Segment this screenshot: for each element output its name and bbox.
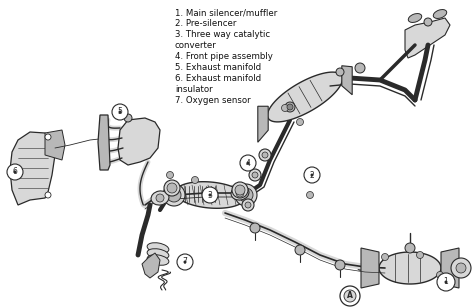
Ellipse shape: [231, 186, 249, 200]
Circle shape: [167, 188, 181, 202]
Circle shape: [310, 173, 313, 176]
Ellipse shape: [147, 255, 169, 265]
Text: 6. Exhaust manifold: 6. Exhaust manifold: [175, 74, 261, 83]
Ellipse shape: [147, 249, 169, 259]
Polygon shape: [267, 72, 343, 122]
Circle shape: [307, 192, 313, 198]
Circle shape: [382, 253, 389, 261]
Circle shape: [445, 281, 447, 283]
Circle shape: [235, 185, 245, 195]
Circle shape: [285, 102, 295, 112]
Polygon shape: [142, 253, 160, 278]
Text: 2. Pre-silencer: 2. Pre-silencer: [175, 19, 237, 28]
Polygon shape: [98, 115, 110, 170]
Circle shape: [249, 169, 261, 181]
Circle shape: [456, 263, 466, 273]
Circle shape: [45, 192, 51, 198]
Text: 6: 6: [13, 168, 18, 176]
Text: 1. Main silencer/muffler: 1. Main silencer/muffler: [175, 8, 277, 17]
Circle shape: [355, 63, 365, 73]
Polygon shape: [118, 118, 160, 165]
Circle shape: [344, 290, 356, 302]
Polygon shape: [361, 248, 379, 288]
Text: 3: 3: [208, 191, 212, 200]
Circle shape: [405, 243, 415, 253]
Circle shape: [245, 202, 251, 208]
Text: 4: 4: [246, 159, 250, 168]
Circle shape: [335, 260, 345, 270]
Circle shape: [417, 252, 423, 258]
Polygon shape: [405, 18, 450, 58]
Circle shape: [336, 68, 344, 76]
Circle shape: [236, 189, 244, 197]
Circle shape: [191, 176, 199, 184]
Circle shape: [118, 111, 121, 114]
Circle shape: [183, 261, 186, 264]
Polygon shape: [175, 182, 245, 208]
Circle shape: [167, 183, 177, 193]
Circle shape: [262, 152, 268, 158]
Text: 2: 2: [310, 171, 314, 180]
Circle shape: [45, 134, 51, 140]
Circle shape: [164, 180, 180, 196]
Circle shape: [340, 286, 360, 306]
Polygon shape: [258, 106, 268, 142]
Ellipse shape: [433, 10, 447, 18]
Circle shape: [163, 184, 185, 206]
Circle shape: [242, 199, 254, 211]
Circle shape: [304, 167, 320, 183]
Text: 4. Front pipe assembly: 4. Front pipe assembly: [175, 52, 273, 61]
Circle shape: [156, 194, 164, 202]
Polygon shape: [45, 130, 65, 160]
Circle shape: [259, 149, 271, 161]
Circle shape: [246, 161, 249, 164]
Circle shape: [112, 104, 128, 120]
Circle shape: [13, 171, 17, 173]
Circle shape: [166, 172, 173, 179]
Circle shape: [451, 258, 471, 278]
Circle shape: [297, 119, 303, 125]
Text: A: A: [347, 291, 353, 301]
Ellipse shape: [147, 243, 169, 253]
Ellipse shape: [408, 14, 422, 22]
Circle shape: [7, 164, 23, 180]
Text: 3. Three way catalytic: 3. Three way catalytic: [175, 30, 270, 39]
Text: insulator: insulator: [175, 85, 213, 94]
Circle shape: [287, 104, 293, 110]
Polygon shape: [342, 66, 352, 95]
Circle shape: [437, 271, 444, 278]
Text: 5: 5: [118, 107, 122, 116]
Circle shape: [232, 182, 248, 198]
Circle shape: [250, 223, 260, 233]
Circle shape: [239, 188, 253, 202]
Circle shape: [240, 155, 256, 171]
Text: 5. Exhaust manifold: 5. Exhaust manifold: [175, 63, 261, 72]
Circle shape: [202, 187, 218, 203]
Polygon shape: [10, 132, 55, 205]
Text: 7: 7: [182, 257, 187, 266]
Text: converter: converter: [175, 41, 217, 50]
Ellipse shape: [151, 191, 169, 205]
Circle shape: [424, 18, 432, 26]
Circle shape: [235, 184, 257, 206]
Text: 7. Oxygen sensor: 7. Oxygen sensor: [175, 96, 251, 105]
Text: 1: 1: [444, 278, 448, 286]
Polygon shape: [379, 252, 441, 284]
Circle shape: [124, 114, 132, 122]
Circle shape: [282, 104, 289, 111]
Circle shape: [252, 172, 258, 178]
Circle shape: [177, 254, 193, 270]
Circle shape: [295, 245, 305, 255]
Circle shape: [209, 193, 211, 197]
Circle shape: [437, 273, 455, 291]
Polygon shape: [441, 248, 459, 288]
